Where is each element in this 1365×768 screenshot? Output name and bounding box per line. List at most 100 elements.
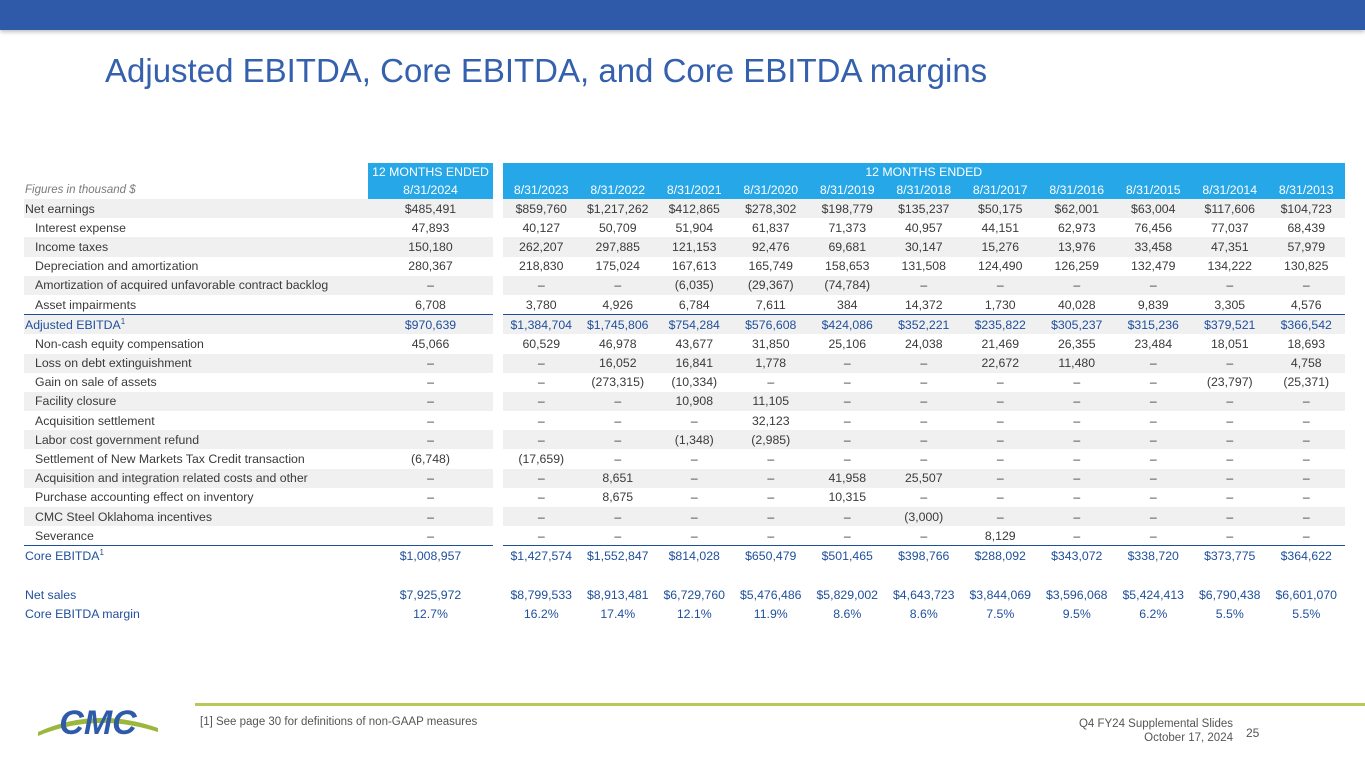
table-cell: $501,465 [809, 545, 886, 566]
table-cell: $1,008,957 [368, 545, 493, 566]
table-cell: – [579, 275, 656, 295]
table-cell: – [579, 507, 656, 527]
table-row: Core EBITDA margin 12.7% 16.2% 17.4% 12.1% 11… [24, 605, 1345, 624]
table-row: Severance – – – – – – – 8,129 – – – – [24, 526, 1345, 546]
table-cell: $3,844,069 [969, 588, 1032, 603]
table-cell: 384 [836, 297, 858, 312]
table-cell: – [614, 452, 622, 467]
column-header: 8/31/2013 [1268, 181, 1345, 199]
table-cell: – [614, 413, 622, 428]
table-cell: 10,315 [828, 490, 867, 505]
table-cell: 9,839 [1137, 297, 1169, 312]
table-cell: (3,000) [885, 507, 962, 527]
table-cell: – [1073, 413, 1081, 428]
table-cell: – [920, 413, 928, 428]
table-cell: 47,351 [1191, 237, 1268, 257]
table-cell: 15,276 [962, 237, 1039, 257]
table-cell: – [690, 490, 698, 505]
footnote-marker: 1 [120, 317, 126, 327]
footer-info: Q4 FY24 Supplemental Slides October 17, … [1000, 717, 1233, 745]
table-cell: – [368, 391, 493, 412]
table-cell: 61,837 [751, 220, 790, 235]
table-cell: – [368, 430, 493, 450]
column-header: 8/31/2023 [503, 181, 580, 199]
table-cell: – [996, 413, 1004, 428]
row-label: Settlement of New Markets Tax Credit tra… [35, 452, 305, 467]
table-cell: $198,779 [809, 199, 886, 219]
table-cell: 32,123 [751, 413, 790, 428]
table-cell: 5.5% [1292, 607, 1321, 622]
table-cell: (17,659) [518, 452, 565, 467]
deck-title: Q4 FY24 Supplemental Slides [1078, 718, 1233, 730]
table-cell: 4,926 [602, 297, 634, 312]
table-cell: $8,799,533 [510, 588, 573, 603]
table-cell: $278,302 [732, 199, 809, 219]
table-cell: (25,371) [1283, 375, 1330, 390]
table-cell: 50,709 [598, 220, 637, 235]
table-cell: 134,222 [1207, 259, 1252, 274]
table-cell: $1,217,262 [579, 199, 656, 219]
table-cell: – [962, 391, 1039, 412]
table-cell: 4,758 [1268, 353, 1345, 373]
column-header: 8/31/2014 [1191, 181, 1268, 199]
table-cell: – [656, 507, 733, 527]
table-row: Asset impairments 6,708 3,780 4,926 6,784 7,6… [24, 295, 1345, 315]
table-cell: $1,427,574 [503, 545, 580, 566]
table-cell: 6,784 [678, 297, 710, 312]
table-cell: – [843, 413, 851, 428]
table-cell: – [1149, 490, 1157, 505]
table-cell: – [1268, 275, 1345, 295]
footnote-marker: 1 [99, 548, 104, 558]
table-cell: 11,480 [1038, 353, 1115, 373]
table-cell: $366,542 [1268, 314, 1345, 335]
table-cell: – [537, 528, 545, 543]
table-cell: – [962, 468, 1039, 488]
table-cell: $1,552,847 [579, 545, 656, 566]
table-row: Depreciation and amortization 280,367 218,… [24, 257, 1345, 276]
table-cell: – [962, 275, 1039, 295]
table-cell: – [368, 507, 493, 527]
table-cell: 16.2% [523, 607, 559, 622]
table-cell: – [767, 375, 775, 390]
table-cell: – [368, 353, 493, 373]
table-cell: 12.7% [413, 607, 448, 622]
table-cell: $814,028 [656, 545, 733, 566]
table-cell: – [537, 413, 545, 428]
table-row: Net earnings $485,491 $859,760 $1,217,262 $4… [24, 199, 1345, 219]
table-cell: 165,749 [748, 259, 793, 274]
column-header: 8/31/2017 [962, 181, 1039, 199]
units-label: Figures in thousand $ [25, 184, 136, 196]
table-cell: 69,681 [809, 237, 886, 257]
table-cell: 131,508 [901, 259, 946, 274]
row-label: Labor cost government refund [24, 430, 368, 450]
table-cell: 60,529 [522, 336, 561, 351]
table-cell: 40,028 [1057, 297, 1096, 312]
row-label: Loss on debt extinguishment [24, 353, 368, 373]
table-cell: – [1302, 452, 1310, 467]
table-cell: – [1191, 353, 1268, 373]
table-cell: – [885, 430, 962, 450]
table-cell: $364,622 [1268, 545, 1345, 566]
table-row: Interest expense 47,893 40,127 50,709 51,904… [24, 218, 1345, 237]
table-cell: – [962, 430, 1039, 450]
table-row: Acquisition and integration related cost… [24, 468, 1345, 488]
table-cell: 41,958 [809, 468, 886, 488]
header-group-row: 12 MONTHS ENDED 12 MONTHS ENDED [24, 163, 1345, 181]
table-cell: $338,720 [1115, 545, 1192, 566]
table-cell: – [579, 391, 656, 412]
table-row: CMC Steel Oklahoma incentives – – – – – – (3,00… [24, 507, 1345, 527]
table-cell: 31,850 [751, 336, 790, 351]
table-cell: $5,424,413 [1122, 588, 1185, 603]
table-cell: – [1038, 430, 1115, 450]
table-cell: – [1302, 528, 1310, 543]
table-cell: 30,147 [885, 237, 962, 257]
table-row: Core EBITDA1 $1,008,957 $1,427,574 $1,552,8… [24, 545, 1345, 566]
row-label: Acquisition and integration related cost… [24, 468, 368, 488]
table-cell: 68,439 [1287, 220, 1326, 235]
table-cell: – [537, 490, 545, 505]
row-label: Adjusted EBITDA1 [24, 314, 368, 335]
column-header: 8/31/2019 [809, 181, 886, 199]
table-cell: 26,355 [1057, 336, 1096, 351]
table-cell: 22,672 [962, 353, 1039, 373]
table-cell: – [962, 507, 1039, 527]
